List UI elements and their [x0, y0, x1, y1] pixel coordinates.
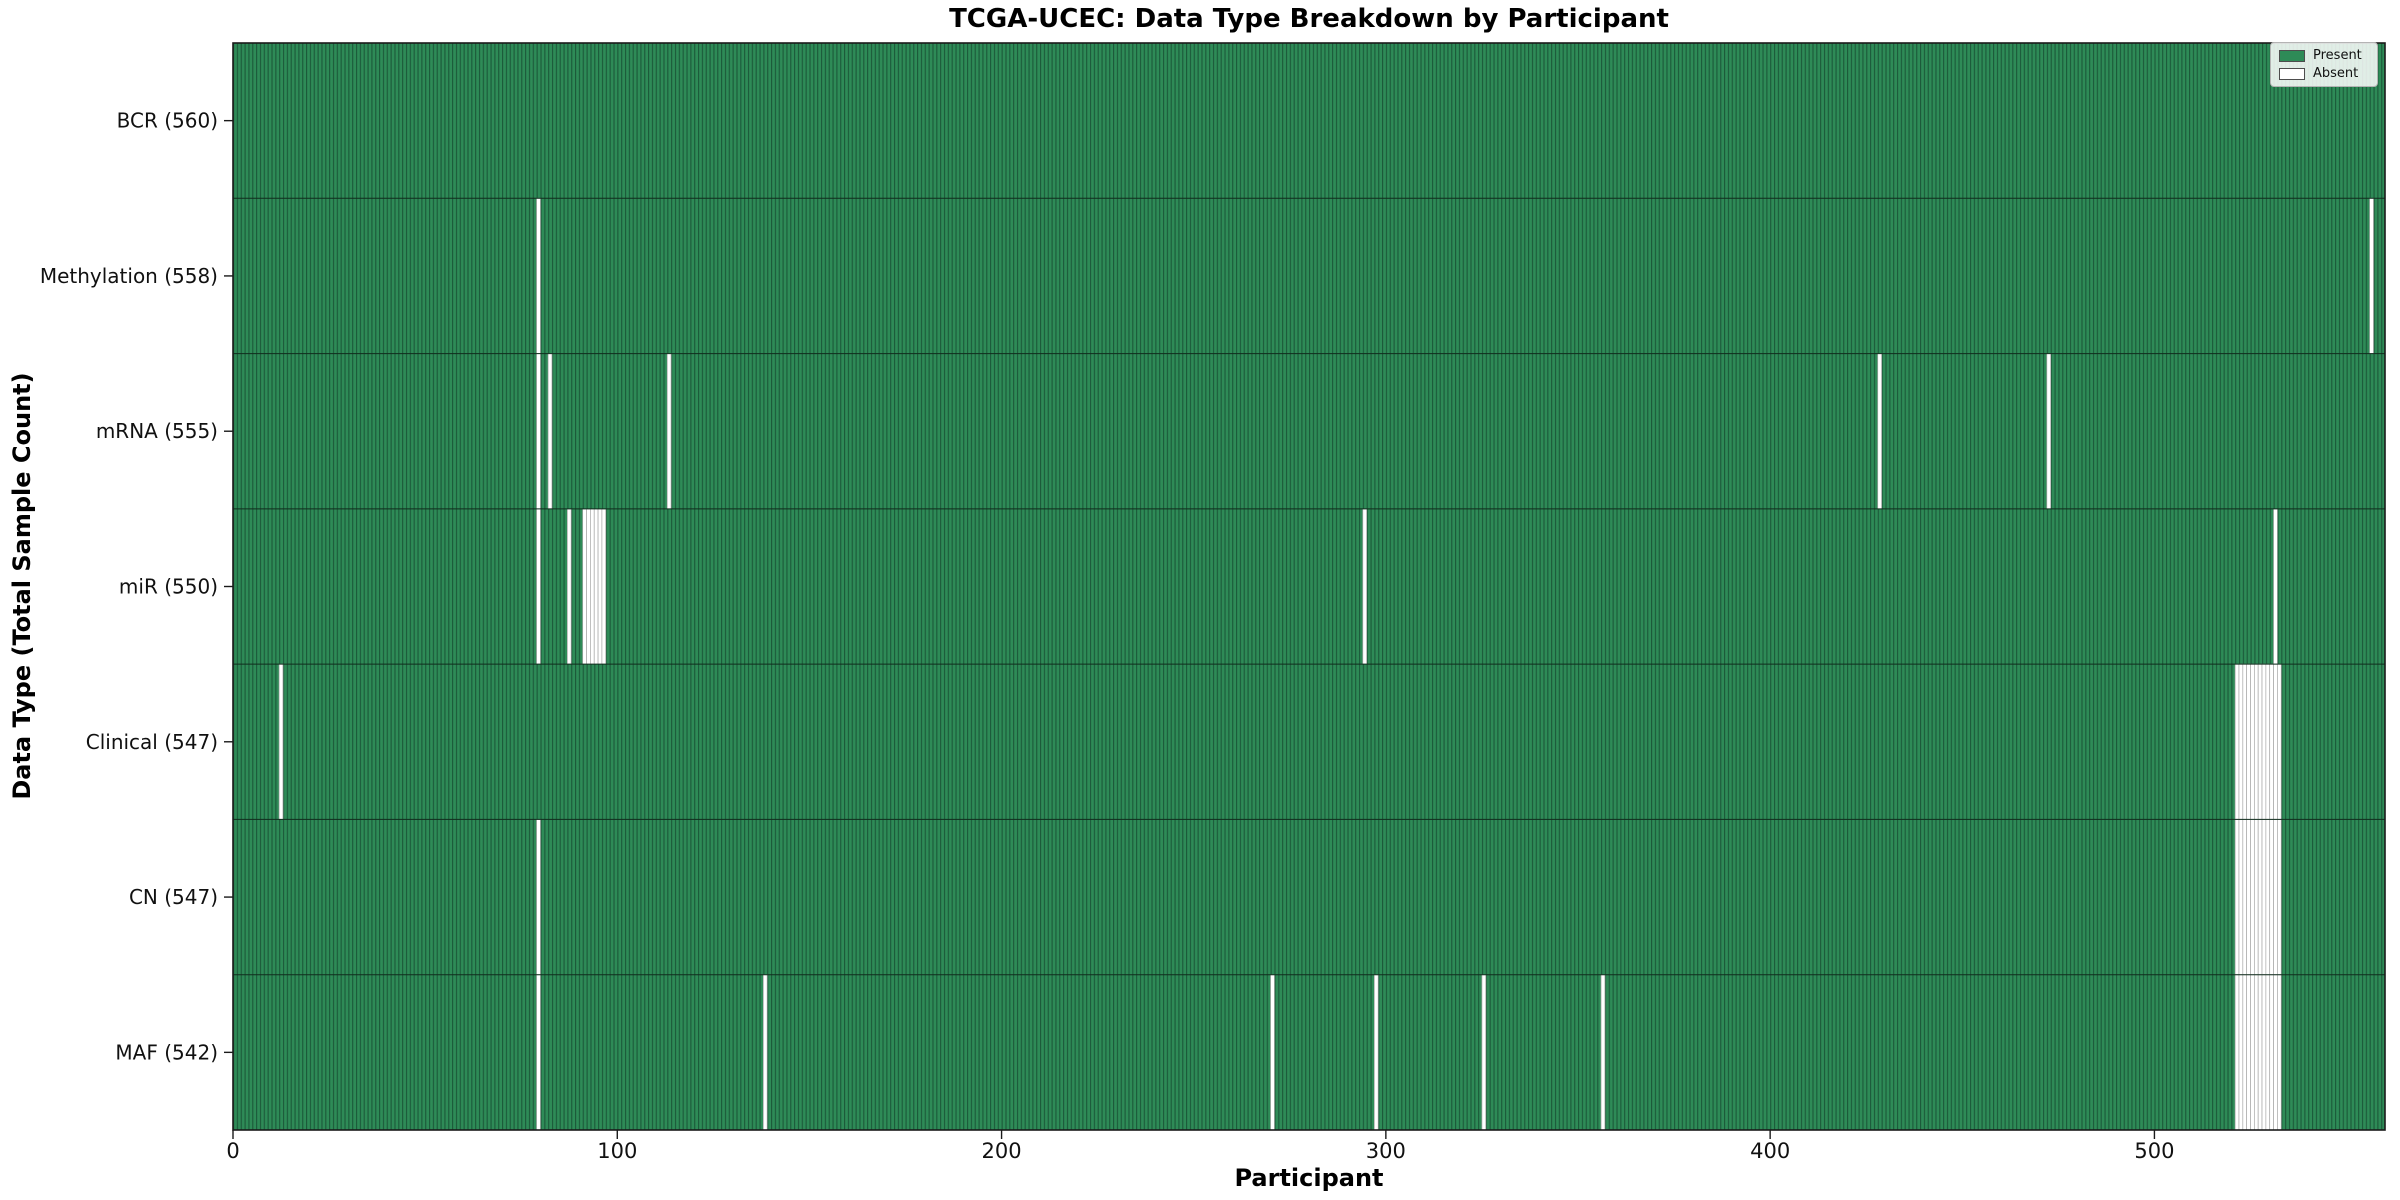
y-tick-label: MAF (542)	[115, 1040, 218, 1064]
legend-label-present: Present	[2313, 48, 2362, 63]
absent-bar	[278, 663, 284, 820]
absent-bar	[2273, 974, 2278, 1131]
absent-bar	[2234, 819, 2240, 976]
absent-bar	[2369, 197, 2374, 354]
row-present-band	[233, 664, 2385, 820]
absent-bar	[536, 508, 541, 665]
row-present-band	[233, 508, 2385, 665]
x-tick-label: 100	[597, 1139, 637, 1163]
legend: Present Absent	[2270, 42, 2378, 87]
absent-bar	[597, 508, 603, 665]
y-tick-label: CN (547)	[129, 885, 218, 909]
absent-bar	[2257, 974, 2263, 1131]
absent-bar	[2265, 819, 2271, 976]
x-axis-label: Participant	[1234, 1164, 1384, 1192]
absent-bar	[536, 974, 541, 1131]
absent-bar	[2277, 663, 2282, 820]
y-tick-label: Clinical (547)	[86, 730, 218, 754]
x-tick-label: 300	[1366, 1139, 1406, 1163]
absent-bar	[2242, 819, 2248, 976]
absent-bar	[536, 353, 541, 510]
absent-bar	[2253, 974, 2259, 1131]
absent-bar	[536, 197, 541, 354]
absent-bar	[566, 508, 572, 665]
x-tick-label: 0	[226, 1139, 239, 1163]
absent-bar	[2277, 819, 2282, 976]
absent-bar	[2253, 819, 2259, 976]
absent-bar	[536, 819, 541, 976]
absent-bar	[2238, 663, 2244, 820]
absent-bar	[2265, 974, 2271, 1131]
absent-bar	[666, 353, 672, 510]
absent-bar	[1362, 508, 1367, 665]
legend-item-absent: Absent	[2279, 67, 2369, 80]
row-present-band	[233, 974, 2385, 1130]
absent-bar	[601, 508, 607, 665]
absent-bar	[1373, 974, 1379, 1131]
absent-bar	[1481, 974, 1487, 1131]
absent-bar	[2250, 974, 2255, 1131]
absent-bar	[2265, 663, 2271, 820]
absent-bar	[2242, 663, 2248, 820]
absent-bar	[2273, 663, 2278, 820]
y-tick-label: miR (550)	[119, 575, 218, 599]
y-axis-label: Data Type (Total Sample Count)	[8, 372, 36, 800]
absent-bar	[2269, 663, 2274, 820]
row-present-band	[233, 353, 2385, 509]
present-swatch-icon	[2279, 49, 2305, 62]
row-present-band	[233, 43, 2385, 199]
absent-bar	[762, 974, 768, 1131]
absent-bar	[2269, 819, 2274, 976]
absent-bar	[2261, 663, 2267, 820]
absent-bar	[1270, 974, 1275, 1131]
y-tick-label: mRNA (555)	[96, 419, 218, 443]
x-tick-label: 200	[982, 1139, 1022, 1163]
absent-bar	[2261, 819, 2267, 976]
absent-bar	[1877, 353, 1882, 510]
chart-title: TCGA-UCEC: Data Type Breakdown by Partic…	[949, 4, 1669, 34]
absent-bar	[2273, 508, 2278, 665]
absent-bar	[2269, 974, 2274, 1131]
x-tick-label: 400	[1750, 1139, 1790, 1163]
absent-bar	[2234, 663, 2240, 820]
absent-bar	[593, 508, 599, 665]
absent-bar	[2246, 819, 2251, 976]
absent-bar	[1600, 974, 1606, 1131]
legend-item-present: Present	[2279, 49, 2369, 62]
absent-bar	[2277, 974, 2282, 1131]
absent-bar	[2253, 663, 2259, 820]
x-tick-label: 500	[2134, 1139, 2174, 1163]
absent-bar	[2273, 819, 2278, 976]
absent-bar	[2257, 819, 2263, 976]
absent-bar	[2238, 819, 2244, 976]
legend-label-absent: Absent	[2313, 66, 2359, 81]
absent-bar	[2046, 353, 2052, 510]
absent-bar	[2242, 974, 2248, 1131]
row-present-band	[233, 819, 2385, 975]
absent-bar	[2257, 663, 2263, 820]
absent-bar	[547, 353, 553, 510]
absent-bar	[2246, 663, 2251, 820]
absent-swatch-icon	[2279, 67, 2305, 80]
absent-bar	[582, 508, 587, 665]
row-present-band	[233, 198, 2385, 354]
absent-bar	[590, 508, 595, 665]
absent-bar	[2250, 663, 2255, 820]
absent-bar	[2238, 974, 2244, 1131]
absent-bar	[2234, 974, 2240, 1131]
absent-bar	[586, 508, 591, 665]
y-tick-label: Methylation (558)	[40, 264, 218, 288]
y-tick-label: BCR (560)	[117, 109, 218, 133]
absent-bar	[2261, 974, 2267, 1131]
absent-bar	[2246, 974, 2251, 1131]
absent-bar	[2250, 819, 2255, 976]
